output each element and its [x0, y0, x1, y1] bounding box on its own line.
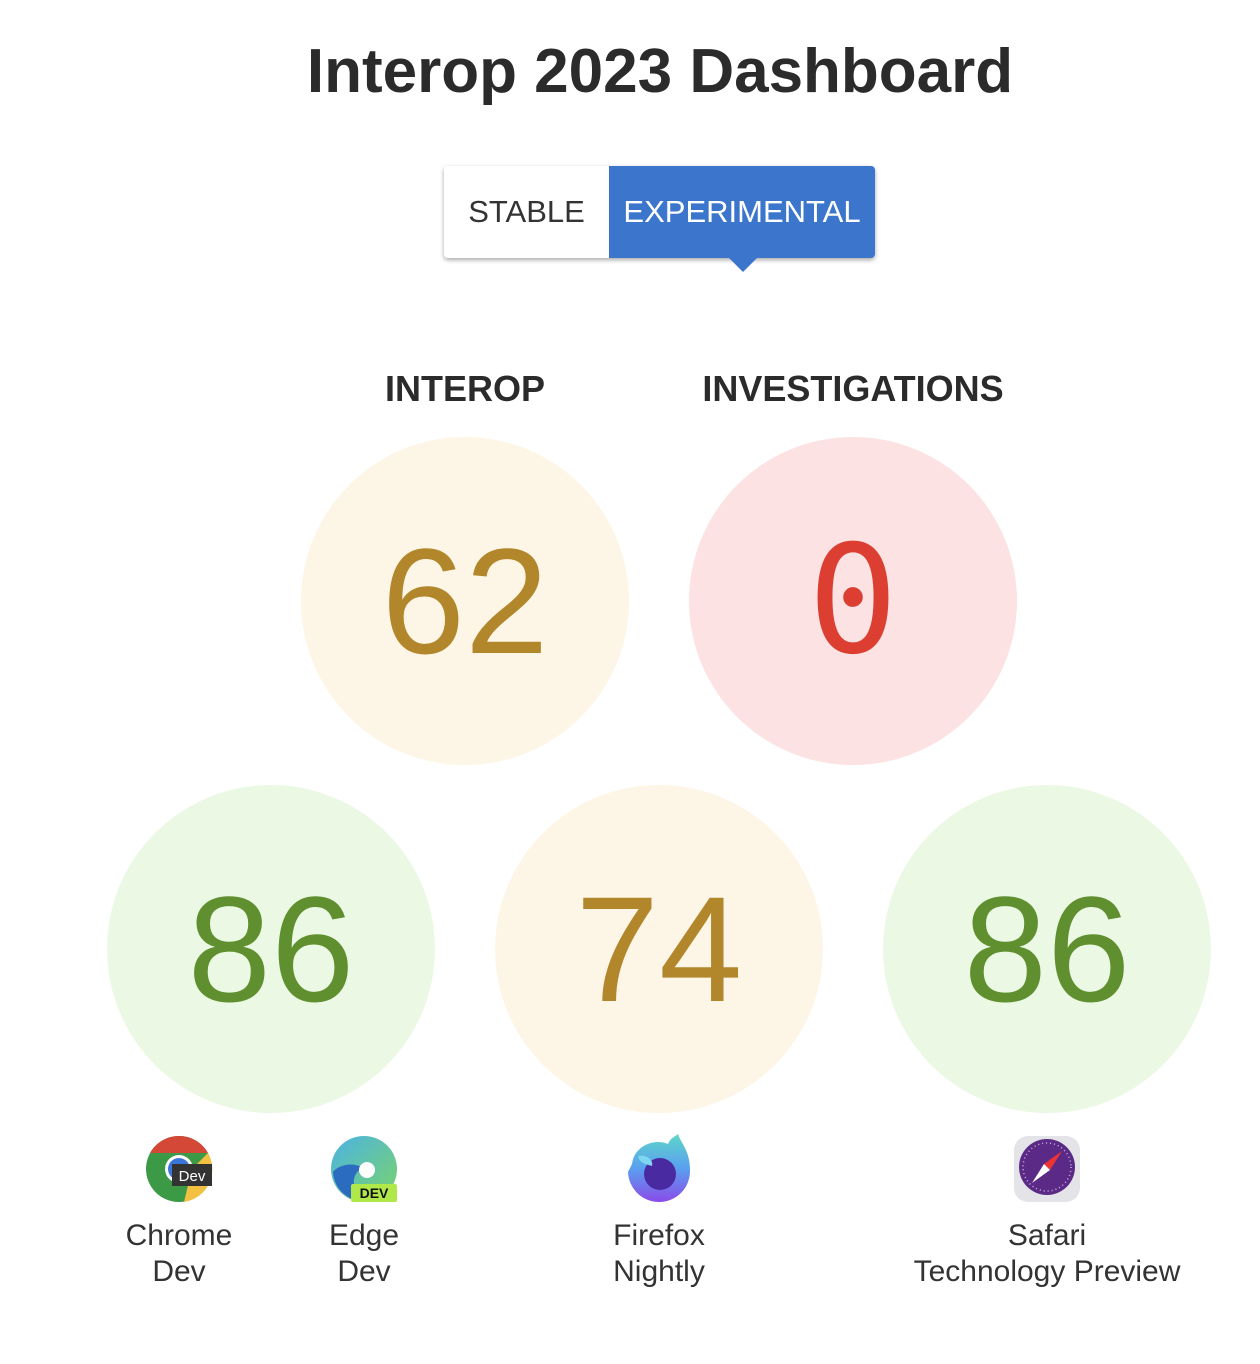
browser-name: Firefox	[613, 1219, 705, 1252]
stable-button[interactable]: STABLE	[444, 166, 609, 258]
chrome-edge-score: 86	[107, 785, 435, 1113]
browser-chrome-dev: Dev Chrome Dev	[19, 1134, 339, 1290]
browser-name: Chrome	[125, 1219, 233, 1252]
safari-score: 86	[883, 785, 1211, 1113]
chrome-dev-icon: Dev	[146, 1135, 213, 1202]
firefox-nightly-icon	[628, 1134, 691, 1203]
browser-channel: Dev	[337, 1255, 391, 1288]
experimental-button[interactable]: EXPERIMENTAL	[609, 166, 875, 272]
browser-name: Safari	[1007, 1219, 1087, 1252]
edge-dev-icon: DEV	[331, 1136, 397, 1202]
investigations-score: 0	[689, 437, 1017, 765]
svg-text:DEV: DEV	[360, 1185, 389, 1201]
channel-toggle: STABLE EXPERIMENTAL	[444, 166, 875, 272]
interop-score: 62	[301, 437, 629, 765]
firefox-score: 74	[495, 785, 823, 1113]
browser-safari-tp: Safari Technology Preview	[887, 1134, 1207, 1290]
browser-firefox-nightly: Firefox Nightly	[499, 1134, 819, 1290]
interop-label: INTEROP	[384, 368, 545, 409]
svg-text:Dev: Dev	[179, 1168, 206, 1185]
browser-name: Edge	[328, 1219, 400, 1252]
safari-tp-icon	[1014, 1136, 1080, 1202]
browser-channel: Nightly	[613, 1255, 705, 1288]
browser-channel: Technology Preview	[913, 1255, 1181, 1288]
browser-channel: Dev	[152, 1255, 206, 1288]
page-title: Interop 2023 Dashboard	[306, 37, 1014, 106]
browser-edge-dev: DEV Edge Dev	[204, 1134, 524, 1290]
investigations-label: INVESTIGATIONS	[702, 368, 1004, 409]
